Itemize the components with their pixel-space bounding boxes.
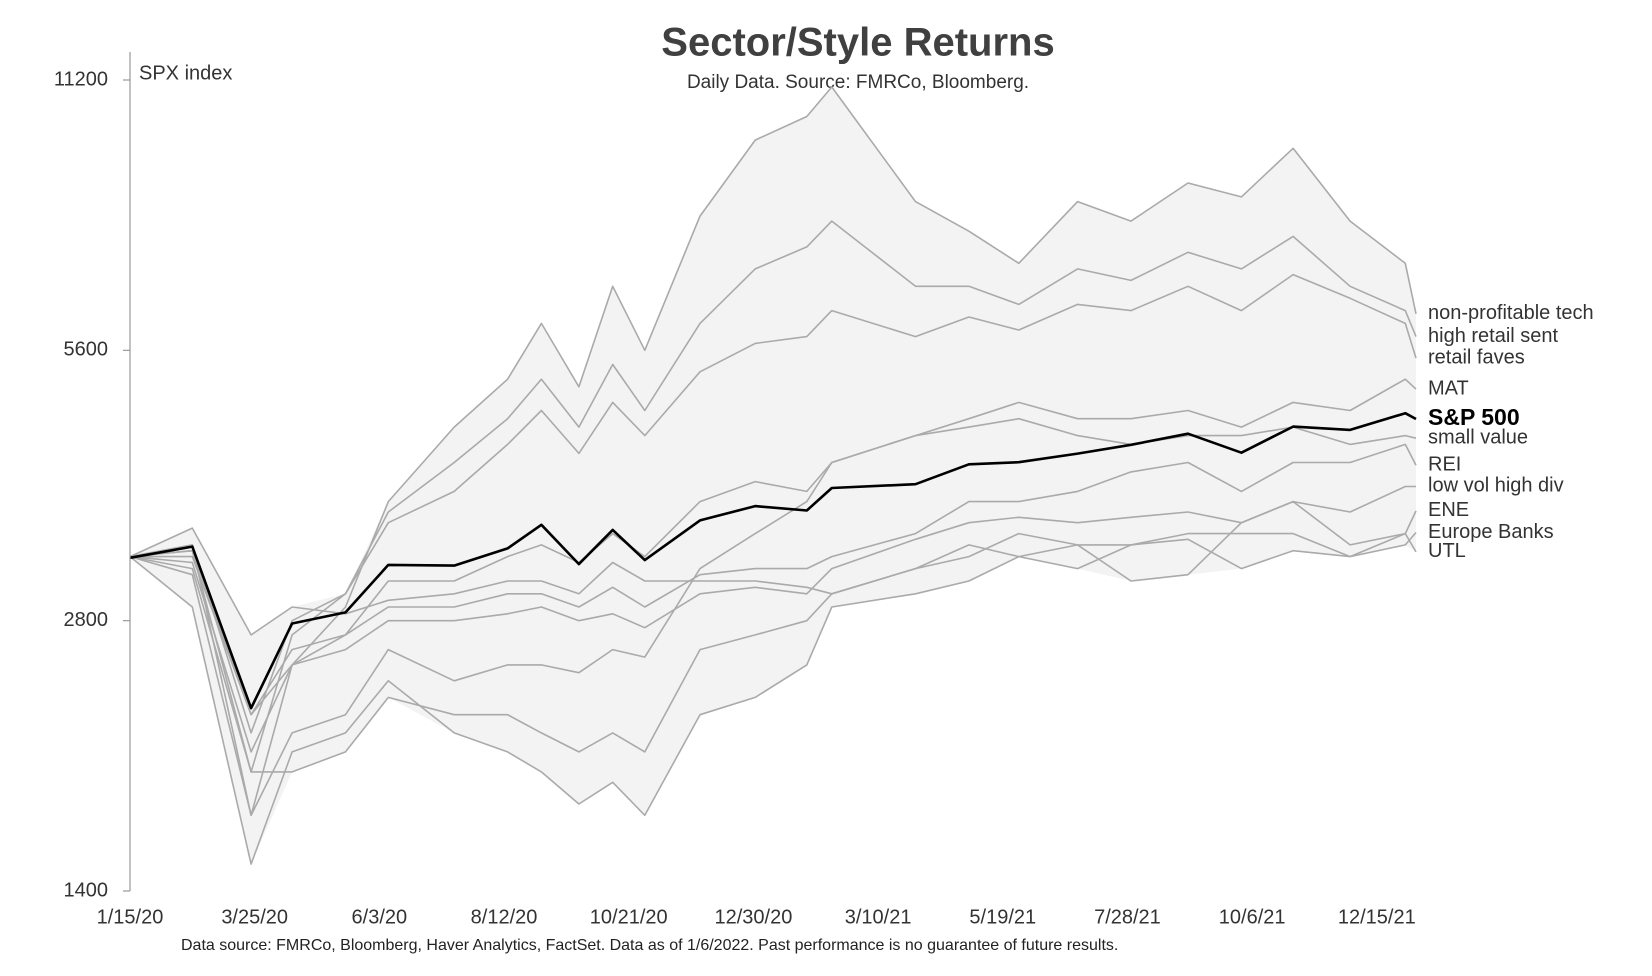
series-label: ENE bbox=[1428, 499, 1469, 521]
series-label: retail faves bbox=[1428, 346, 1525, 368]
series-line bbox=[129, 500, 1417, 865]
series-line bbox=[129, 531, 1417, 773]
y-tick-label: 5600 bbox=[64, 339, 109, 361]
x-tick-label: 7/28/21 bbox=[1094, 906, 1161, 928]
series-label: low vol high div bbox=[1428, 475, 1564, 497]
y-tick-label: 1400 bbox=[64, 879, 109, 901]
series-line bbox=[129, 443, 1417, 716]
chart-title: Sector/Style Returns bbox=[661, 21, 1054, 65]
x-tick-label: 3/25/20 bbox=[221, 906, 288, 928]
series-line bbox=[129, 527, 1417, 636]
x-tick-label: 8/12/20 bbox=[471, 906, 538, 928]
series-label: S&P 500 bbox=[1428, 404, 1520, 430]
range-band bbox=[130, 87, 1416, 865]
series-label: UTL bbox=[1428, 540, 1466, 562]
series-line bbox=[130, 485, 1416, 716]
series-label: high retail sent bbox=[1428, 325, 1559, 347]
x-tick-label: 5/19/21 bbox=[969, 906, 1036, 928]
series-label: REI bbox=[1428, 454, 1461, 476]
series-line bbox=[129, 411, 1417, 710]
x-tick-label: 1/15/20 bbox=[97, 906, 164, 928]
y-axis-label: SPX index bbox=[139, 62, 232, 84]
x-tick-label: 6/3/20 bbox=[352, 906, 408, 928]
series-label: MAT bbox=[1428, 377, 1469, 399]
chart-subtitle: Daily Data. Source: FMRCo, Bloomberg. bbox=[687, 72, 1029, 93]
series-line bbox=[129, 220, 1417, 773]
footnote: Data source: FMRCo, Bloomberg, Haver Ana… bbox=[181, 937, 1118, 954]
series-line bbox=[129, 86, 1417, 817]
line-layer bbox=[129, 86, 1417, 865]
series-label: non-profitable tech bbox=[1428, 302, 1594, 324]
series-line bbox=[129, 273, 1417, 734]
x-tick-label: 12/30/20 bbox=[714, 906, 792, 928]
y-tick-label: 11200 bbox=[54, 68, 108, 90]
y-tick-label: 2800 bbox=[64, 609, 109, 631]
series-label: small value bbox=[1428, 427, 1528, 449]
x-tick-label: 10/21/20 bbox=[590, 906, 668, 928]
x-tick-label: 12/15/21 bbox=[1338, 906, 1416, 928]
x-tick-label: 3/10/21 bbox=[845, 906, 912, 928]
series-line bbox=[129, 417, 1417, 817]
x-tick-label: 10/6/21 bbox=[1219, 906, 1286, 928]
series-label: Europe Banks bbox=[1428, 521, 1554, 543]
series-line bbox=[129, 378, 1417, 753]
band-layer bbox=[130, 87, 1416, 865]
